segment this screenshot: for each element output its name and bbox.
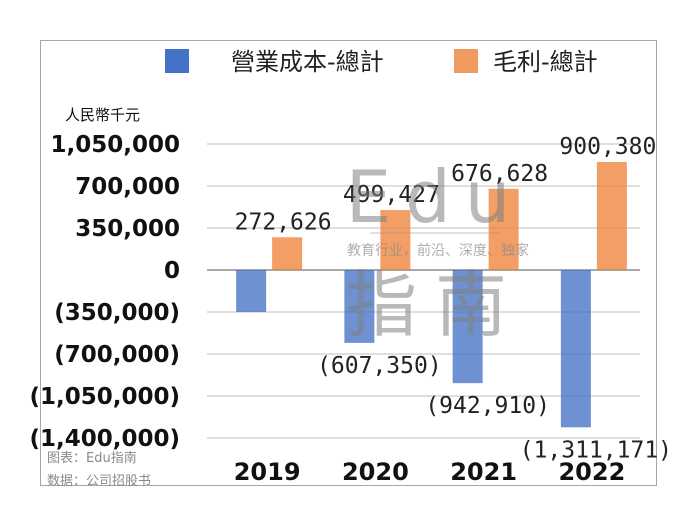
x-tick-label: 2020 — [342, 458, 409, 486]
x-axis-ticks: 2019 2020 2021 2022 — [234, 458, 626, 486]
bar-cost-2021 — [452, 270, 483, 384]
y-tick-label: (350,000) — [54, 300, 180, 326]
watermark: Edu 教育行业，前沿、深度、独家 指南 — [345, 155, 529, 347]
y-tick-label: 0 — [164, 258, 180, 284]
y-axis-ticks: 1,050,000 700,000 350,000 0 (350,000) (700,00… — [29, 132, 180, 452]
y-tick-label: (1,400,000) — [29, 426, 180, 452]
data-label-profit-2021: 676,628 — [451, 161, 548, 187]
data-labels: 272,626 499,427 (607,350) 676,628 (942,910) 9… — [235, 134, 672, 463]
x-tick-label: 2022 — [558, 458, 625, 486]
watermark-slogan: 教育行业，前沿、深度、独家 — [347, 242, 529, 259]
legend-label-cost: 營業成本-總計 — [231, 48, 384, 76]
y-tick-label: 700,000 — [75, 174, 180, 200]
y-tick-label: (700,000) — [54, 342, 180, 368]
bar-profit-2019 — [272, 237, 303, 270]
data-label-cost-2021: (942,910) — [425, 393, 550, 419]
bar-profit-2020 — [380, 210, 411, 270]
bar-cost-2020 — [344, 270, 375, 343]
bar-profit-2021 — [488, 188, 519, 270]
data-source: 数据：公司招股书 — [47, 474, 151, 489]
legend-swatch-profit — [454, 49, 478, 73]
bar-cost-2022 — [560, 270, 591, 428]
bar-cost-2019 — [236, 270, 267, 312]
legend-swatch-cost — [165, 49, 189, 73]
data-label-cost-2020: (607,350) — [317, 353, 442, 379]
watermark-logo-text: Edu — [346, 155, 525, 239]
data-label-profit-2022: 900,380 — [559, 134, 656, 160]
chart-note: 图表：Edu指南 — [47, 450, 137, 466]
y-tick-label: (1,050,000) — [29, 384, 180, 410]
x-tick-label: 2021 — [450, 458, 517, 486]
bar-profit-2022 — [596, 161, 627, 270]
chart-frame — [40, 40, 657, 486]
legend-label-profit: 毛利-總計 — [493, 48, 598, 76]
bars — [236, 161, 627, 428]
legend: 營業成本-總計 毛利-總計 — [165, 48, 598, 76]
y-tick-label: 350,000 — [75, 216, 180, 242]
data-label-profit-2019: 272,626 — [235, 209, 332, 235]
data-label-cost-2022: (1,311,171) — [520, 437, 672, 463]
watermark-sub-text: 指南 — [345, 263, 525, 347]
y-axis-unit-label: 人民幣千元 — [65, 106, 140, 124]
x-tick-label: 2019 — [234, 458, 301, 486]
data-label-profit-2020: 499,427 — [343, 182, 440, 208]
y-tick-label: 1,050,000 — [51, 132, 181, 158]
